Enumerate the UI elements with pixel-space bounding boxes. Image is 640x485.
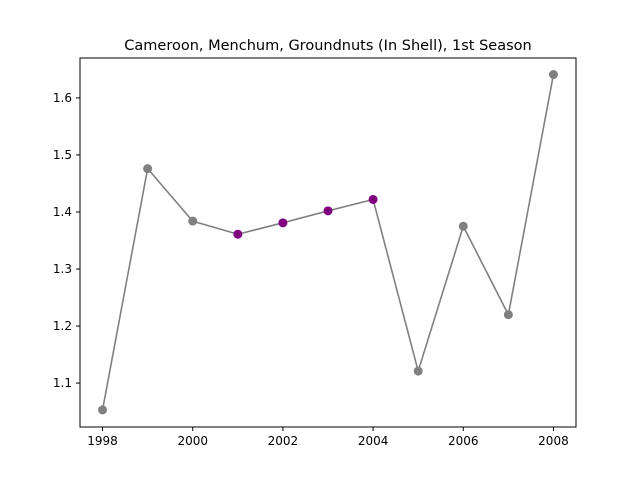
data-point xyxy=(233,229,243,239)
x-tick-label: 1998 xyxy=(87,434,118,448)
y-tick-label: 1.4 xyxy=(53,205,72,219)
data-point xyxy=(458,221,468,231)
x-tick-label: 2008 xyxy=(538,434,569,448)
y-tick-label: 1.6 xyxy=(53,91,72,105)
data-point xyxy=(368,194,378,204)
x-tick-label: 2000 xyxy=(177,434,208,448)
x-tick-label: 2004 xyxy=(358,434,389,448)
y-tick-label: 1.3 xyxy=(53,262,72,276)
series-group xyxy=(98,70,558,415)
data-point xyxy=(278,218,288,228)
data-point xyxy=(143,164,153,174)
data-point xyxy=(503,310,513,320)
data-point xyxy=(323,206,333,216)
x-axis: 1998 2000 2002 2004 2006 2008 xyxy=(87,427,569,448)
x-tick-label: 2002 xyxy=(268,434,299,448)
data-point xyxy=(548,70,558,80)
x-tick-label: 2006 xyxy=(448,434,479,448)
y-axis: 1.1 1.2 1.3 1.4 1.5 1.6 xyxy=(53,91,80,390)
y-tick-label: 1.5 xyxy=(53,148,72,162)
y-tick-label: 1.2 xyxy=(53,319,72,333)
data-point xyxy=(188,216,198,226)
data-point xyxy=(98,405,108,415)
data-point xyxy=(413,366,423,376)
y-tick-label: 1.1 xyxy=(53,376,72,390)
chart-title: Cameroon, Menchum, Groundnuts (In Shell)… xyxy=(124,38,531,54)
plot-area-frame xyxy=(79,57,577,428)
